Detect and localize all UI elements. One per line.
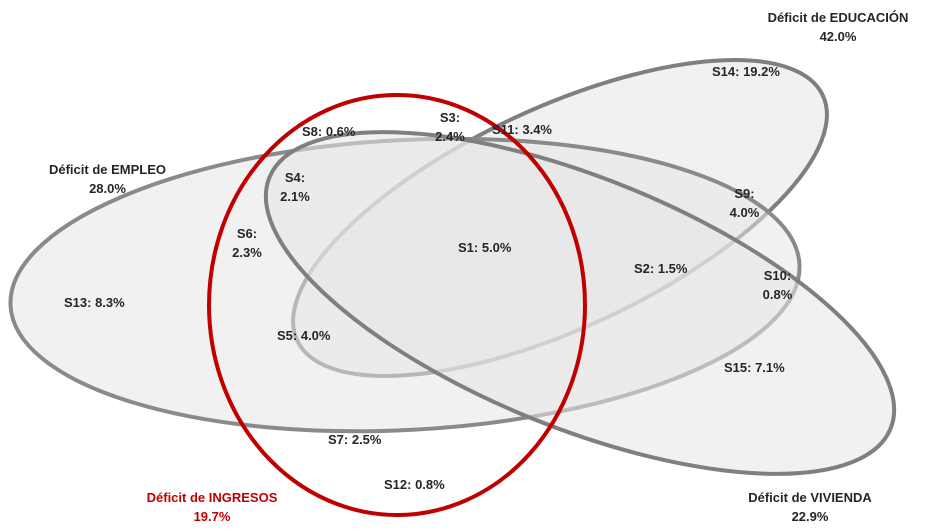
segment-s10-code: S10:	[763, 268, 792, 283]
segment-s10-value: 0.8%	[762, 287, 793, 302]
segment-s3-code: S3:	[439, 110, 461, 125]
segment-s3-value: 2.4%	[435, 129, 465, 144]
label-vivienda-name: Déficit de VIVIENDA	[748, 490, 872, 505]
segment-s9-code: S9:	[734, 186, 755, 201]
label-ingresos: Déficit de INGRESOS 19.7%	[112, 488, 312, 526]
segment-s7: S7: 2.5%	[328, 432, 382, 447]
ellipse-vivienda	[263, 130, 897, 476]
segment-s9: S9: 4.0%	[717, 184, 772, 222]
segment-s8: S8: 0.6%	[302, 124, 356, 139]
label-vivienda-value: 22.9%	[791, 509, 829, 524]
segment-s4: S4: 2.1%	[270, 168, 320, 206]
segment-s6-code: S6:	[236, 226, 258, 241]
segment-s2: S2: 1.5%	[634, 261, 688, 276]
segment-s6-value: 2.3%	[232, 245, 262, 260]
label-ingresos-name: Déficit de INGRESOS	[146, 490, 278, 505]
ellipse-ingresos	[207, 93, 587, 517]
segment-s9-value: 4.0%	[729, 205, 760, 220]
label-empleo: Déficit de EMPLEO 28.0%	[20, 160, 195, 198]
label-ingresos-value: 19.7%	[193, 509, 231, 524]
segment-s14: S14: 19.2%	[712, 64, 780, 79]
segment-s15: S15: 7.1%	[724, 360, 785, 375]
segment-s3: S3: 2.4%	[425, 108, 475, 146]
segment-s12: S12: 0.8%	[384, 477, 445, 492]
label-educacion: Déficit de EDUCACIÓN 42.0%	[748, 8, 928, 46]
label-empleo-value: 28.0%	[89, 181, 126, 196]
label-vivienda: Déficit de VIVIENDA 22.9%	[720, 488, 900, 526]
segment-s5: S5: 4.0%	[277, 328, 331, 343]
label-empleo-name: Déficit de EMPLEO	[48, 162, 167, 177]
segment-s10: S10: 0.8%	[750, 266, 805, 304]
segment-s13: S13: 8.3%	[64, 295, 125, 310]
segment-s4-value: 2.1%	[280, 189, 310, 204]
segment-s4-code: S4:	[284, 170, 306, 185]
segment-s11: S11: 3.4%	[492, 122, 552, 137]
label-educacion-value: 42.0%	[819, 29, 857, 44]
label-educacion-name: Déficit de EDUCACIÓN	[767, 10, 909, 25]
segment-s1: S1: 5.0%	[458, 240, 512, 255]
segment-s6: S6: 2.3%	[222, 224, 272, 262]
